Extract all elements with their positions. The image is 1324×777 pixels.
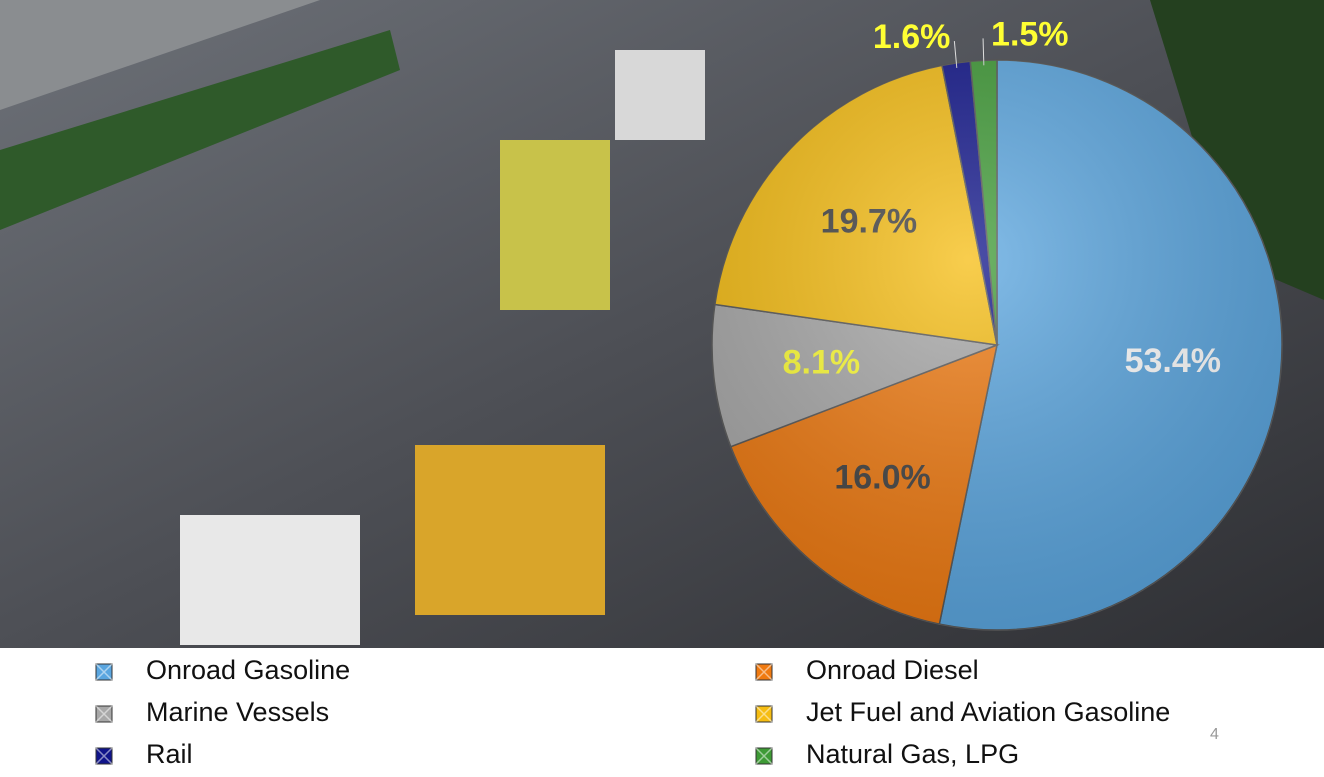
- legend-label: Onroad Diesel: [806, 655, 979, 685]
- van: [415, 445, 605, 615]
- truck: [500, 140, 610, 310]
- data-label: 8.1%: [783, 344, 861, 382]
- slide-number: 4: [1210, 726, 1219, 743]
- legend-label: Rail: [146, 739, 193, 769]
- van: [180, 515, 360, 645]
- data-label: 1.6%: [873, 18, 951, 56]
- data-label: 1.5%: [991, 15, 1069, 53]
- legend-label: Onroad Gasoline: [146, 655, 350, 685]
- data-label: 19.7%: [821, 202, 917, 240]
- legend-label: Natural Gas, LPG: [806, 739, 1019, 769]
- data-label: 53.4%: [1125, 342, 1221, 380]
- truck: [615, 50, 705, 140]
- slide: 4 53.4% 16.0% 8.1% 19.7% 1.6% 1.5% Onroad Gaso…: [0, 0, 1324, 777]
- legend-label: Jet Fuel and Aviation Gasoline: [806, 697, 1170, 727]
- data-label: 16.0%: [834, 459, 930, 497]
- legend-label: Marine Vessels: [146, 697, 329, 727]
